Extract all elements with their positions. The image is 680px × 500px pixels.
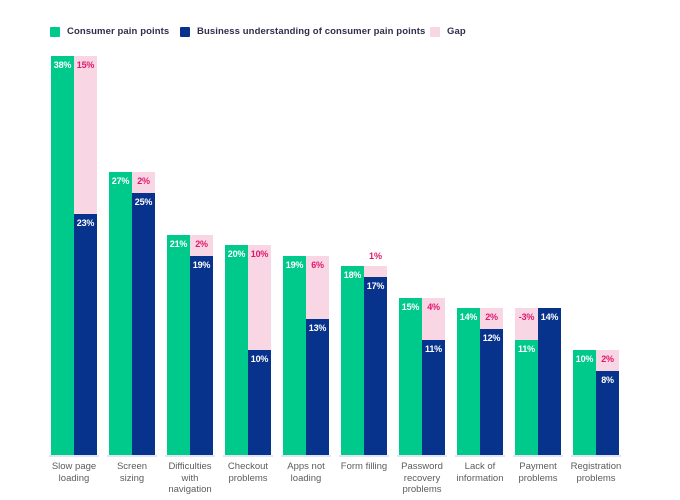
bar-value-label: 27%: [111, 175, 130, 186]
gap-value-label: 2%: [195, 238, 208, 249]
bar-group: 27% 2% 25%: [107, 171, 157, 457]
bar-value-label: 19%: [285, 259, 304, 270]
bar-value-label: 20%: [227, 249, 246, 259]
gap-value-label: 4%: [427, 301, 440, 312]
consumer-bar: 27%: [109, 171, 132, 455]
baseline-underline: [455, 455, 505, 457]
baseline-underline: [397, 455, 447, 457]
bar-value-label: 21%: [169, 238, 188, 249]
plot-area: 38% 15% 23% 27% 2% 25% 21% 2% 19% 20% 10% 10% 19% 6% 1…: [49, 55, 621, 457]
x-axis-label: Form filling: [340, 461, 388, 472]
gap-value-label: 10%: [250, 249, 269, 259]
x-axis-label: Payment problems: [518, 461, 558, 484]
bar-value-label: 10%: [575, 354, 594, 364]
consumer-bar: 10%: [573, 350, 596, 455]
business-bar: 4% 11%: [422, 297, 445, 455]
baseline-underline: [49, 455, 99, 457]
x-axis-label: Apps not loading: [287, 461, 325, 484]
x-axis-label: Slow page loading: [51, 461, 97, 484]
bar-value-label: 25%: [134, 196, 153, 207]
bar-value-label: 8%: [601, 375, 614, 385]
business-bar: 1% 17%: [364, 251, 387, 455]
bar-group: 15% 4% 11%: [397, 297, 447, 457]
legend-swatch-consumer-icon: [50, 26, 60, 37]
consumer-bar: 38%: [51, 56, 74, 455]
bar-group: 20% 10% 10%: [223, 245, 273, 457]
legend-swatch-gap-icon: [430, 26, 440, 37]
bar-value-label: 14%: [540, 312, 559, 322]
bar-group: 14% 2% 12%: [455, 308, 505, 457]
bar-group: 21% 2% 19%: [165, 234, 215, 457]
bar-value-label: 38%: [53, 60, 72, 70]
bar-value-label: 23%: [76, 217, 95, 228]
consumer-bar: 14%: [457, 308, 480, 455]
legend-label-business: Business understanding of consumer pain …: [197, 26, 426, 37]
consumer-bar: -3% 11%: [515, 308, 538, 455]
business-bar: 2% 8%: [596, 350, 619, 455]
business-bar: 15% 23%: [74, 56, 97, 455]
bar-value-label: 19%: [192, 259, 211, 270]
baseline-underline: [165, 455, 215, 457]
legend-item-business-understanding: Business understanding of consumer pain …: [180, 26, 425, 37]
business-bar: 2% 25%: [132, 171, 155, 455]
x-axis-label: Difficulties with navigation: [168, 461, 212, 495]
consumer-bar: 19%: [283, 255, 306, 455]
baseline-underline: [513, 455, 563, 457]
bar-value-label: 18%: [343, 270, 362, 280]
gap-value-label: 15%: [76, 60, 95, 70]
legend-item-consumer-pain-points: Consumer pain points: [50, 26, 169, 37]
x-axis-label: Registration problems: [570, 461, 622, 484]
bar-value-label: 15%: [401, 301, 420, 312]
legend: Consumer pain points Business understand…: [0, 26, 680, 40]
business-bar: 14%: [538, 308, 561, 455]
legend-label-consumer: Consumer pain points: [67, 26, 170, 37]
consumer-bar: 18%: [341, 266, 364, 455]
gap-value-label: 2%: [137, 175, 150, 186]
bar-group: 38% 15% 23%: [49, 56, 99, 457]
gap-value-label: 2%: [601, 354, 614, 364]
baseline-underline: [281, 455, 331, 457]
x-axis-label: Screen sizing: [116, 461, 148, 484]
bar-group: 10% 2% 8%: [571, 350, 621, 457]
bar-value-label: 11%: [518, 343, 535, 354]
bar-group: 19% 6% 13%: [281, 255, 331, 457]
legend-swatch-business-icon: [180, 26, 190, 37]
baseline-underline: [339, 455, 389, 457]
bar-value-label: 13%: [308, 322, 327, 333]
gap-value-label: -3%: [518, 312, 535, 322]
business-bar: 2% 12%: [480, 308, 503, 455]
baseline-underline: [223, 455, 273, 457]
business-bar: 10% 10%: [248, 245, 271, 455]
bar-value-label: 12%: [482, 333, 501, 343]
consumer-bar: 15%: [399, 297, 422, 455]
consumer-bar: 21%: [167, 234, 190, 455]
business-bar: 6% 13%: [306, 255, 329, 455]
x-axis-label: Password recovery problems: [401, 461, 443, 495]
x-axis-label: Checkout problems: [227, 461, 269, 484]
bar-value-label: 11%: [425, 343, 442, 354]
bar-value-label: 17%: [366, 280, 385, 291]
bar-group: 18% 1% 17%: [339, 251, 389, 457]
legend-item-gap: Gap: [430, 26, 466, 37]
baseline-underline: [571, 455, 621, 457]
consumer-bar: 20%: [225, 245, 248, 455]
business-bar: 2% 19%: [190, 234, 213, 455]
bar-group: -3% 11% 14%: [513, 308, 563, 457]
baseline-underline: [107, 455, 157, 457]
gap-value-label: 6%: [311, 259, 324, 270]
legend-label-gap: Gap: [447, 26, 466, 37]
bar-value-label: 10%: [250, 354, 269, 364]
x-axis-label: Lack of information: [456, 461, 504, 484]
x-axis-labels: Slow page loading Screen sizing Difficulti…: [51, 461, 622, 500]
gap-value-label: 2%: [485, 312, 498, 322]
gap-value-label-outside: 1%: [368, 251, 382, 261]
bar-value-label: 14%: [459, 312, 478, 322]
